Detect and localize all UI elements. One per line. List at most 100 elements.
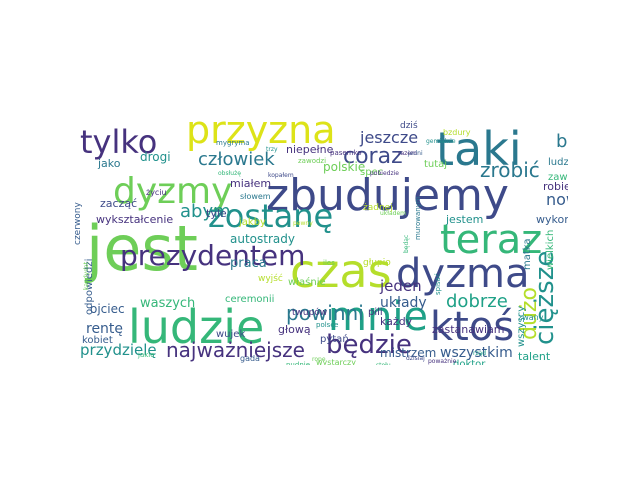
cloud-word: jeden <box>379 277 422 295</box>
cloud-word: głową <box>278 323 311 336</box>
word-cloud: jest zbudujemy przyzna taki tylko dyzmy ludzie… <box>68 115 568 365</box>
cloud-word: tyle <box>206 207 227 220</box>
cloud-word: niepełne <box>286 143 334 156</box>
cloud-word: gemialnie <box>426 138 456 145</box>
cloud-word: poważnie <box>428 358 457 365</box>
cloud-word: polskie <box>323 160 365 174</box>
cloud-word: kobiet <box>82 335 113 346</box>
cloud-word: praca <box>230 256 267 271</box>
cloud-word: jest <box>84 212 198 285</box>
word-cloud-canvas: jest zbudujemy przyzna taki tylko dyzmy ludzie… <box>73 115 568 365</box>
cloud-word: drogi <box>140 150 171 164</box>
cloud-word: jestem <box>445 213 483 226</box>
cloud-word: matka <box>522 238 533 270</box>
cloud-word: autostrady <box>230 232 295 246</box>
cloud-word: dzisiaj <box>406 355 425 362</box>
cloud-word: dziś <box>400 120 418 131</box>
cloud-word: kopałem <box>268 172 294 179</box>
cloud-word: abym <box>180 201 231 222</box>
cloud-word: głupio <box>363 258 391 268</box>
cloud-word: trzy <box>266 146 278 153</box>
cloud-word: rząd <box>473 350 486 357</box>
cloud-word: rope <box>312 356 326 363</box>
cloud-word: powinni <box>286 301 364 325</box>
cloud-word: dużo <box>517 287 542 340</box>
cloud-word: właśnie <box>288 276 326 288</box>
cloud-word: nowy <box>546 190 568 209</box>
cloud-word: ojciec <box>90 302 125 316</box>
cloud-word: zawodzi <box>298 157 326 165</box>
cloud-word: pytań <box>320 333 349 345</box>
cloud-word: jedni <box>407 150 423 157</box>
cloud-word: ceremonii <box>225 294 274 305</box>
cloud-word: kandydat <box>83 261 90 290</box>
cloud-word: zastanawiam <box>432 323 505 336</box>
cloud-word: najważniejsze <box>166 338 305 362</box>
cloud-word: wystarczy <box>316 358 356 365</box>
cloud-word: jeszcze <box>359 128 418 147</box>
cloud-word: czerwony <box>73 202 83 245</box>
cloud-word: waszych <box>140 296 195 311</box>
cloud-word: twupów <box>292 307 327 318</box>
cloud-word: stołu <box>376 362 391 365</box>
cloud-word: zrobić <box>480 158 540 182</box>
cloud-word: zawód <box>548 171 568 183</box>
cloud-word: wszyscy <box>516 306 527 347</box>
cloud-word: iles <box>323 259 335 267</box>
cloud-word: spec <box>360 167 383 178</box>
cloud-word: ludzie <box>128 300 264 354</box>
cloud-word: bzdury <box>443 128 471 137</box>
cloud-word: doktor <box>453 359 486 365</box>
cloud-word: mistrzem <box>380 346 436 360</box>
cloud-word: czas <box>290 244 392 298</box>
cloud-word: będąc <box>403 235 410 253</box>
cloud-word: pili <box>368 307 383 318</box>
cloud-word: obsłużę <box>218 170 241 177</box>
cloud-word: prezydentem <box>120 239 305 272</box>
cloud-word: miałem <box>230 177 271 190</box>
cloud-word: cięższe <box>530 251 560 345</box>
cloud-word: taki <box>436 122 522 176</box>
cloud-word: tylko <box>80 123 157 161</box>
cloud-word: wyjść <box>258 273 283 284</box>
cloud-word: razem <box>398 150 417 157</box>
cloud-word: polsce <box>316 321 338 329</box>
cloud-word: pewny <box>293 220 313 227</box>
cloud-word: układem <box>380 210 406 217</box>
cloud-word: mygryma <box>216 139 250 147</box>
cloud-word: było <box>556 131 568 152</box>
cloud-word: murowanym <box>414 196 422 240</box>
cloud-word: słowem <box>240 192 271 201</box>
cloud-word: coraz <box>343 144 403 169</box>
cloud-word: żadnej <box>363 203 393 213</box>
cloud-word: gada <box>240 354 260 363</box>
cloud-word: robię <box>543 180 568 193</box>
cloud-word: pasemko <box>330 149 362 157</box>
cloud-word: dyzma <box>396 251 530 297</box>
cloud-word: rentę <box>86 321 123 337</box>
cloud-word: wykształcenie <box>96 213 173 226</box>
cloud-word: jakie <box>137 351 155 359</box>
cloud-word: przydzielę <box>80 341 157 359</box>
cloud-word: dyzmy <box>113 171 232 212</box>
cloud-word: zwany <box>518 313 544 322</box>
cloud-word: zacząć <box>100 197 137 210</box>
cloud-word: pobiedzie <box>370 170 399 177</box>
cloud-word: wszystkim <box>440 345 513 361</box>
cloud-word: będzie <box>326 330 412 360</box>
cloud-word: nudnie <box>286 361 310 365</box>
cloud-word: życiu <box>146 188 167 197</box>
cloud-word: przyzna <box>186 115 336 152</box>
cloud-word: jakby <box>238 217 266 228</box>
cloud-word: jako <box>97 157 121 170</box>
cloud-word: zbudujemy <box>266 170 509 221</box>
cloud-word: tutaj <box>424 159 447 170</box>
cloud-word: wykonuję <box>536 213 568 226</box>
cloud-word: mnie <box>328 294 428 340</box>
cloud-word: talent <box>518 350 551 363</box>
cloud-word: każdy <box>380 315 413 328</box>
cloud-word: odpowiedzi <box>84 259 95 315</box>
cloud-word: człowiek <box>198 149 275 170</box>
cloud-word: dobrze <box>446 291 508 312</box>
cloud-word: ludzi <box>548 157 568 168</box>
